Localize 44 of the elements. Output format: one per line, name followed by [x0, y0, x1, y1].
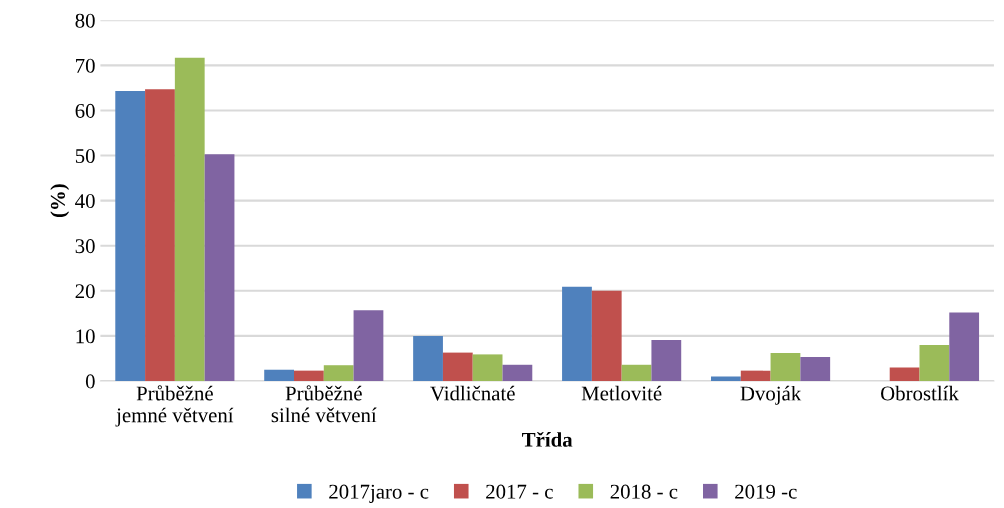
- x-tick-label: Dvoják: [740, 385, 802, 405]
- y-tick-label: 0: [85, 374, 95, 389]
- x-tick-label: Obrostlík: [881, 385, 959, 401]
- y-tick-label: 20: [75, 284, 95, 299]
- x-tick-label: Vidličnaté: [430, 385, 515, 401]
- bar: [353, 310, 384, 381]
- bar: [323, 365, 354, 381]
- bar: [562, 286, 592, 381]
- x-tick-label: Průběžné jemné větvení: [115, 385, 234, 427]
- x-axis-title: Třída: [522, 431, 573, 447]
- y-tick-label: 30: [75, 239, 95, 254]
- bar: [174, 57, 205, 381]
- bar: [800, 357, 831, 381]
- bar: [145, 89, 175, 381]
- legend-label: 2017 - c: [486, 484, 553, 499]
- legend-label: 2018 - c: [610, 484, 678, 499]
- legend-label: 2019 -c: [735, 484, 797, 499]
- bar: [204, 154, 235, 381]
- bar: [949, 312, 980, 381]
- bar: [591, 290, 622, 381]
- x-tick-label: Průběžné silné větvení: [271, 385, 377, 423]
- bar: [264, 369, 294, 381]
- y-tick-label: 40: [75, 194, 95, 209]
- y-tick-label: 60: [75, 103, 95, 118]
- bar: [294, 370, 324, 381]
- y-axis-title: (%): [50, 184, 70, 218]
- bar: [442, 352, 473, 381]
- bar: [711, 376, 741, 381]
- legend-label: 2017jaro - c: [329, 484, 429, 503]
- x-tick-label: Metlovité: [581, 385, 662, 401]
- y-tick-label: 50: [75, 148, 95, 164]
- y-tick-label: 80: [75, 13, 95, 28]
- bar: [651, 339, 682, 381]
- bar: [621, 364, 652, 381]
- bar: [740, 370, 771, 381]
- y-tick-label: 70: [76, 58, 95, 73]
- bar: [502, 364, 533, 381]
- bar: [413, 335, 443, 381]
- bar: [919, 344, 950, 381]
- bar: [472, 354, 503, 381]
- y-tick-label: 10: [76, 329, 95, 344]
- bar: [889, 367, 920, 381]
- bar: [115, 91, 146, 381]
- bar: [770, 353, 801, 381]
